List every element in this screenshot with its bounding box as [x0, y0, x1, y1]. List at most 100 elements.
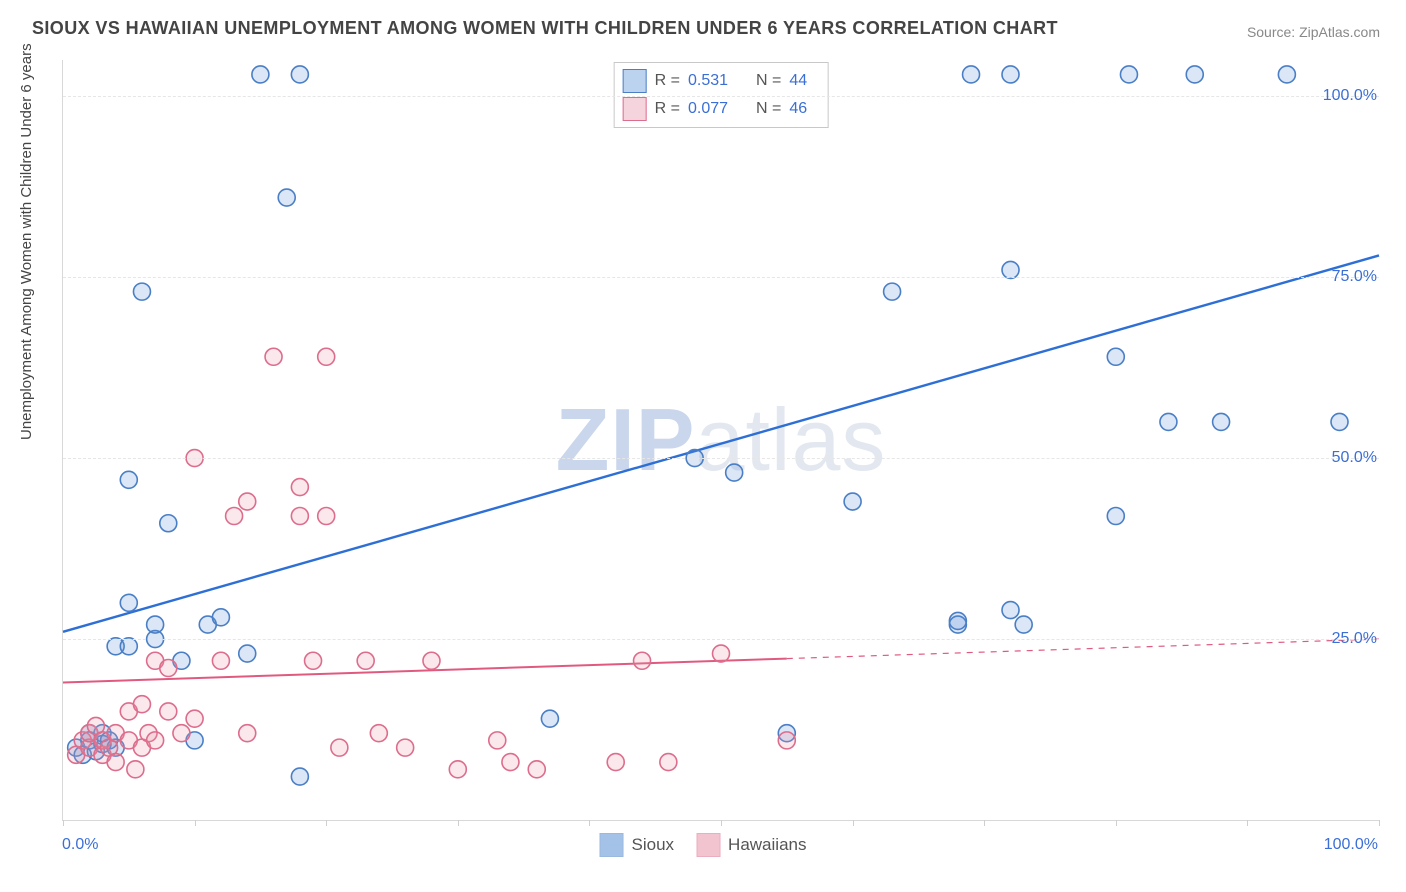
legend-swatch	[623, 69, 647, 93]
data-point-sioux	[1160, 413, 1177, 430]
x-tick	[63, 820, 64, 826]
data-point-hawaiians	[528, 761, 545, 778]
data-point-hawaiians	[186, 710, 203, 727]
data-point-sioux	[1331, 413, 1348, 430]
data-point-sioux	[949, 612, 966, 629]
data-point-sioux	[278, 189, 295, 206]
x-tick	[1379, 820, 1380, 826]
data-point-hawaiians	[778, 732, 795, 749]
data-point-sioux	[1107, 348, 1124, 365]
data-point-sioux	[252, 66, 269, 83]
legend-label: Hawaiians	[728, 835, 806, 855]
data-point-hawaiians	[502, 754, 519, 771]
source-attribution: Source: ZipAtlas.com	[1247, 24, 1380, 40]
data-point-sioux	[963, 66, 980, 83]
y-tick-label: 50.0%	[1332, 449, 1381, 467]
x-tick	[1247, 820, 1248, 826]
data-point-hawaiians	[160, 660, 177, 677]
data-point-hawaiians	[357, 652, 374, 669]
data-point-hawaiians	[305, 652, 322, 669]
stats-label-n: N =	[756, 100, 781, 118]
data-point-sioux	[1015, 616, 1032, 633]
data-point-sioux	[1002, 261, 1019, 278]
data-point-hawaiians	[318, 348, 335, 365]
data-point-sioux	[147, 616, 164, 633]
x-axis-min-label: 0.0%	[62, 836, 98, 854]
y-tick-label: 75.0%	[1332, 268, 1381, 286]
data-point-sioux	[239, 645, 256, 662]
x-axis-max-label: 100.0%	[1324, 836, 1378, 854]
data-point-hawaiians	[449, 761, 466, 778]
x-tick	[326, 820, 327, 826]
trend-line-dashed-hawaiians	[787, 639, 1379, 659]
stats-value-r: 0.531	[688, 72, 748, 90]
data-point-sioux	[1278, 66, 1295, 83]
stats-label-r: R =	[655, 100, 680, 118]
chart-svg	[63, 60, 1379, 820]
data-point-sioux	[291, 66, 308, 83]
legend: Sioux Hawaiians	[600, 834, 807, 856]
data-point-hawaiians	[173, 725, 190, 742]
x-tick	[195, 820, 196, 826]
stats-value-r: 0.077	[688, 100, 748, 118]
data-point-sioux	[120, 471, 137, 488]
x-tick	[853, 820, 854, 826]
stats-box: R = 0.531 N = 44 R = 0.077 N = 46	[614, 62, 829, 128]
data-point-sioux	[291, 768, 308, 785]
data-point-hawaiians	[607, 754, 624, 771]
data-point-hawaiians	[160, 703, 177, 720]
legend-label: Sioux	[632, 835, 675, 855]
data-point-sioux	[1107, 508, 1124, 525]
data-point-sioux	[160, 515, 177, 532]
data-point-hawaiians	[265, 348, 282, 365]
stats-label-r: R =	[655, 72, 680, 90]
legend-item-hawaiians: Hawaiians	[696, 833, 806, 857]
data-point-hawaiians	[489, 732, 506, 749]
data-point-sioux	[726, 464, 743, 481]
data-point-sioux	[1002, 602, 1019, 619]
x-tick	[589, 820, 590, 826]
data-point-sioux	[1002, 66, 1019, 83]
data-point-hawaiians	[318, 508, 335, 525]
legend-swatch	[623, 97, 647, 121]
gridline	[63, 96, 1379, 97]
data-point-hawaiians	[331, 739, 348, 756]
data-point-sioux	[133, 283, 150, 300]
gridline	[63, 277, 1379, 278]
data-point-sioux	[1120, 66, 1137, 83]
x-tick	[984, 820, 985, 826]
data-point-sioux	[212, 609, 229, 626]
legend-swatch	[600, 833, 624, 857]
data-point-hawaiians	[127, 761, 144, 778]
y-axis-label: Unemployment Among Women with Children U…	[18, 43, 35, 440]
data-point-hawaiians	[423, 652, 440, 669]
data-point-sioux	[884, 283, 901, 300]
x-tick	[1116, 820, 1117, 826]
data-point-hawaiians	[370, 725, 387, 742]
stats-row: R = 0.531 N = 44	[623, 67, 820, 95]
x-tick	[721, 820, 722, 826]
stats-row: R = 0.077 N = 46	[623, 95, 820, 123]
stats-value-n: 44	[789, 72, 819, 90]
data-point-sioux	[1213, 413, 1230, 430]
data-point-hawaiians	[291, 479, 308, 496]
data-point-hawaiians	[239, 493, 256, 510]
gridline	[63, 639, 1379, 640]
plot-area: ZIPatlas R =0.531N =44R =0.077N =46 25.0…	[62, 60, 1379, 821]
trend-line-sioux	[63, 255, 1379, 631]
data-point-sioux	[844, 493, 861, 510]
legend-swatch	[696, 833, 720, 857]
y-tick-label: 25.0%	[1332, 630, 1381, 648]
data-point-hawaiians	[660, 754, 677, 771]
chart-title: SIOUX VS HAWAIIAN UNEMPLOYMENT AMONG WOM…	[32, 18, 1058, 39]
data-point-hawaiians	[107, 754, 124, 771]
x-tick	[458, 820, 459, 826]
y-tick-label: 100.0%	[1323, 87, 1381, 105]
stats-value-n: 46	[789, 100, 819, 118]
data-point-hawaiians	[713, 645, 730, 662]
data-point-hawaiians	[133, 696, 150, 713]
data-point-sioux	[541, 710, 558, 727]
stats-label-n: N =	[756, 72, 781, 90]
gridline	[63, 458, 1379, 459]
data-point-hawaiians	[226, 508, 243, 525]
